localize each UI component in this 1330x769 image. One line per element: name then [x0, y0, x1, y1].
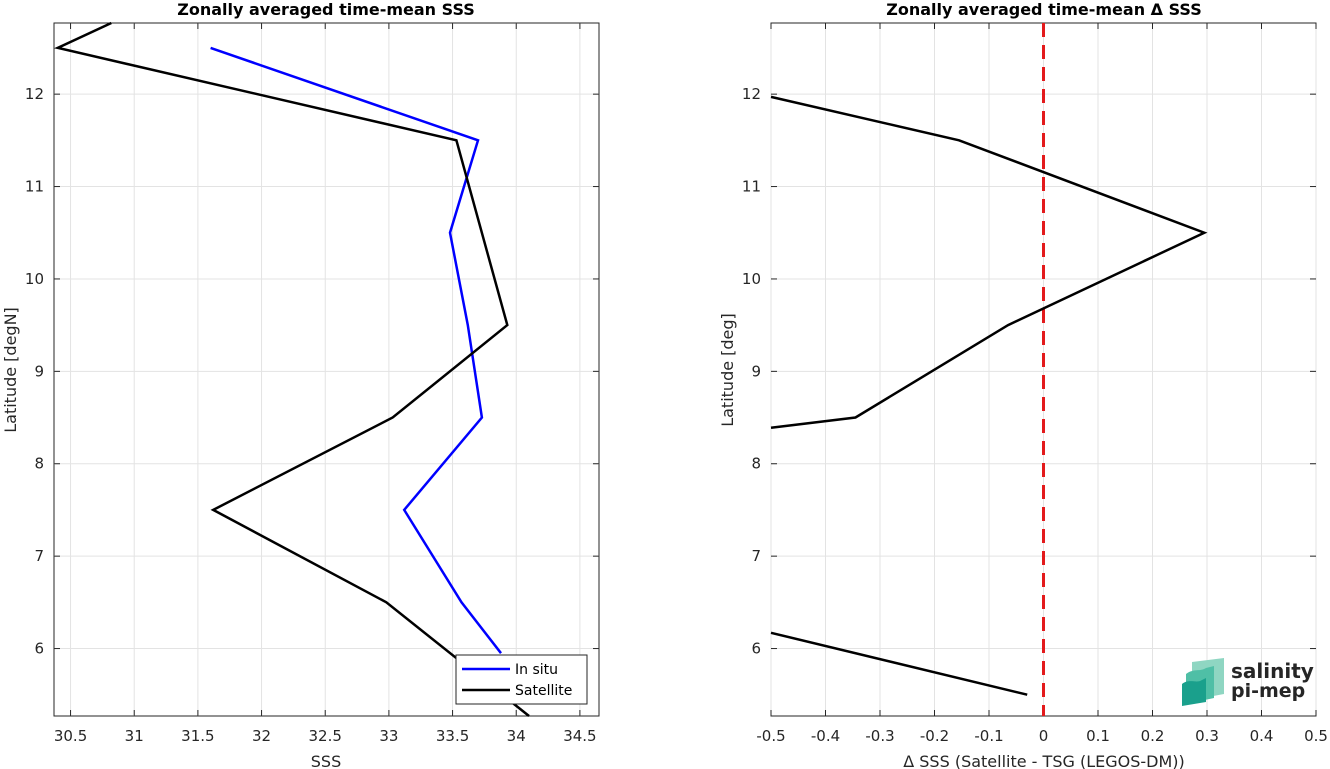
x-tick-label: -0.4 [811, 727, 840, 745]
y-tick-label: 6 [34, 640, 44, 658]
y-tick-label: 6 [751, 640, 761, 658]
x-tick-labels: 30.5 31 31.5 32 32.5 33 33.5 34 34.5 [54, 727, 597, 745]
salinity-pi-mep-logo: salinity pi-mep [1182, 658, 1314, 706]
wave-shape-front [1182, 678, 1206, 706]
in-situ-series-line [210, 46, 502, 654]
y-tick-labels: 6 7 8 9 10 11 12 [742, 85, 761, 657]
x-tick-label: 0.1 [1086, 727, 1110, 745]
tick-marks [770, 23, 1317, 716]
y-tick-label: 8 [34, 455, 44, 473]
x-tick-label: 30.5 [54, 727, 87, 745]
y-tick-label: 8 [751, 455, 761, 473]
x-tick-label: 33.5 [436, 727, 469, 745]
y-tick-label: 12 [742, 85, 761, 103]
sss-profile-plot: 30.5 31 31.5 32 32.5 33 33.5 34 34.5 6789101112 … [1, 0, 600, 769]
y-tick-label: 7 [751, 547, 761, 565]
delta-series-line [770, 95, 1208, 429]
y-tick-labels: 6 7 8 9 10 11 12 [25, 85, 44, 657]
logo-text-salinity: salinity [1231, 659, 1314, 683]
x-tick-label: 0.2 [1141, 727, 1165, 745]
x-tick-label: 0.5 [1304, 727, 1328, 745]
legend-label-satellite: Satellite [515, 683, 572, 699]
x-tick-label: 0.4 [1250, 727, 1274, 745]
x-tick-label: 0 [1039, 727, 1049, 745]
series-lines [770, 23, 1208, 716]
series-lines [53, 21, 530, 717]
x-tick-label: -0.5 [756, 727, 785, 745]
y-tick-label: 11 [25, 178, 44, 196]
y-tick-label: 7 [34, 547, 44, 565]
x-tick-label: 0.3 [1195, 727, 1219, 745]
x-tick-label: 34 [507, 727, 526, 745]
legend: In situ Satellite [455, 654, 588, 705]
y-tick-label: 10 [25, 270, 44, 288]
plot-area [53, 22, 600, 717]
x-tick-label: -0.2 [920, 727, 949, 745]
delta-sss-profile-plot: -0.5 -0.4 -0.3 -0.2 -0.1 0 0.1 0.2 0.3 0.4 0.5 6 7 8… [718, 0, 1328, 769]
legend-label-in-situ: In situ [515, 662, 558, 678]
x-tick-label: 31.5 [181, 727, 214, 745]
wave-logo-icon [1182, 658, 1224, 706]
delta-series-line [770, 631, 1028, 696]
logo-text-pi-mep: pi-mep [1231, 680, 1305, 702]
x-tick-labels: -0.5 -0.4 -0.3 -0.2 -0.1 0 0.1 0.2 0.3 0.4 0.5 [756, 727, 1328, 745]
x-axis-label: Δ SSS (Satellite - TSG (LEGOS-DM)) [903, 752, 1185, 769]
satellite-series-line [53, 21, 530, 717]
x-tick-label: 33 [379, 727, 398, 745]
y-tick-label: 9 [751, 362, 761, 380]
y-axis-label: Latitude [deg] [718, 313, 737, 427]
y-tick-label: 9 [34, 362, 44, 380]
chart-title: Zonally averaged time-mean Δ SSS [886, 0, 1202, 19]
x-axis-label: SSS [311, 752, 341, 769]
y-tick-label: 12 [25, 85, 44, 103]
x-tick-label: -0.1 [974, 727, 1003, 745]
x-tick-label: -0.3 [865, 727, 894, 745]
x-tick-label: 32.5 [309, 727, 342, 745]
tick-marks [54, 23, 599, 716]
chart-title: Zonally averaged time-mean SSS [177, 0, 475, 19]
x-tick-label: 31 [125, 727, 144, 745]
y-tick-label: 10 [742, 270, 761, 288]
y-axis-label: Latitude [degN] [1, 307, 20, 433]
y-tick-label: 11 [742, 178, 761, 196]
x-tick-label: 34.5 [563, 727, 596, 745]
grid-lines [54, 23, 599, 716]
legend-box [455, 654, 588, 705]
x-tick-label: 32 [252, 727, 271, 745]
